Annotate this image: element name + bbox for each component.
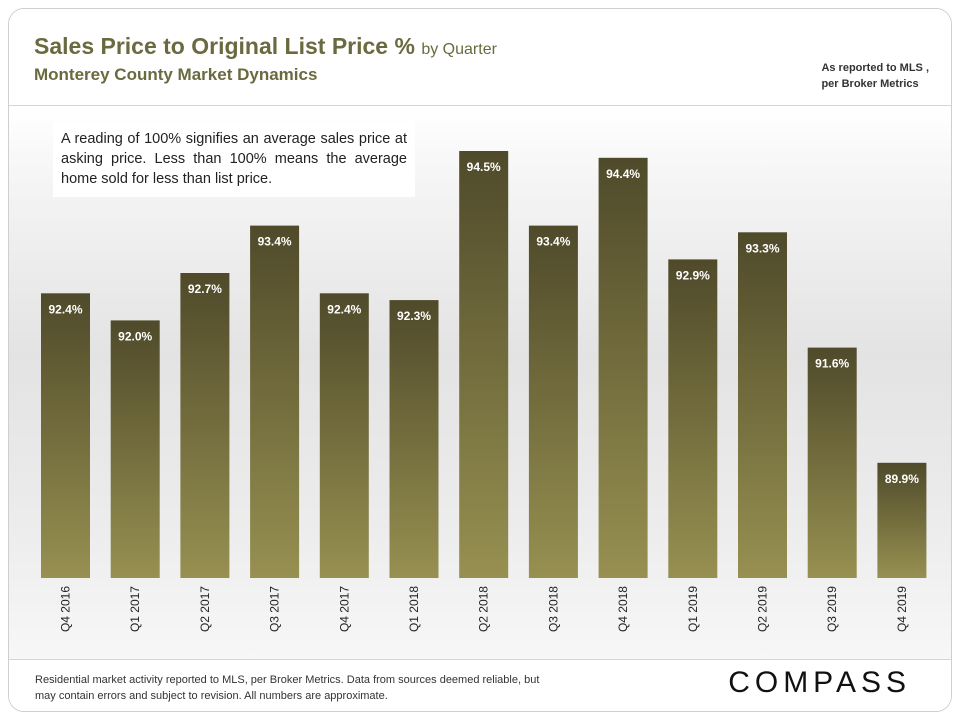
bar-q4-2019 — [877, 462, 927, 578]
bar-q3-2019 — [807, 347, 857, 578]
disclaimer-text: Residential market activity reported to … — [35, 674, 540, 702]
category-label: Q3 2019 — [825, 586, 839, 632]
bar-q1-2018 — [389, 300, 439, 578]
chart-subtitle: Monterey County Market Dynamics — [34, 65, 318, 84]
value-label: 92.3% — [397, 309, 431, 323]
value-label: 93.4% — [258, 235, 292, 249]
value-label: 92.4% — [327, 302, 361, 316]
category-label: Q2 2018 — [477, 586, 491, 632]
category-labels-group: Q4 2016 Q1 2017 Q2 2017 Q3 2017 Q4 2017 Q1 20… — [59, 586, 909, 632]
value-label: 92.4% — [48, 302, 82, 316]
category-label: Q4 2019 — [895, 586, 909, 632]
value-label: 94.5% — [467, 160, 501, 174]
bar-q4-2016 — [41, 293, 90, 578]
value-label: 93.3% — [745, 241, 779, 255]
value-label: 93.4% — [536, 235, 570, 249]
chart-header: Sales Price to Original List Price % by … — [9, 9, 951, 106]
chart-card: Sales Price to Original List Price % by … — [8, 8, 952, 712]
value-label: 92.7% — [188, 282, 222, 296]
bar-q4-2018 — [598, 157, 648, 579]
bar-q3-2018 — [528, 225, 578, 578]
source-note-line1: As reported to MLS , — [821, 62, 929, 74]
bar-chart: 92.4% 92.0% 92.7% 93.4% 92.4% 92.3% 94.5% 93.4%… — [41, 151, 927, 632]
source-note: As reported to MLS , per Broker Metrics — [821, 60, 929, 92]
category-label: Q2 2019 — [756, 586, 770, 632]
bar-q3-2017 — [250, 225, 300, 578]
category-label: Q1 2019 — [686, 586, 700, 632]
bar-q2-2018 — [459, 151, 509, 578]
bar-q2-2017 — [180, 273, 230, 578]
category-label: Q1 2018 — [407, 586, 421, 632]
bar-q1-2019 — [668, 259, 718, 578]
footer: Residential market activity reported to … — [9, 659, 951, 711]
value-label: 92.0% — [118, 329, 152, 343]
chart-title-main: Sales Price to Original List Price % — [34, 33, 415, 59]
category-label: Q3 2018 — [546, 586, 560, 632]
source-note-line2: per Broker Metrics — [821, 78, 919, 90]
explanation-note: A reading of 100% signifies an average s… — [53, 121, 415, 197]
bars-group — [41, 151, 927, 579]
chart-title: Sales Price to Original List Price % by … — [34, 33, 497, 60]
value-label: 91.6% — [815, 357, 849, 371]
category-label: Q4 2018 — [616, 586, 630, 632]
category-label: Q3 2017 — [268, 586, 282, 632]
category-label: Q1 2017 — [128, 586, 142, 632]
value-label: 94.4% — [606, 167, 640, 181]
value-label: 92.9% — [676, 268, 710, 282]
bar-q1-2017 — [110, 320, 160, 578]
value-label: 89.9% — [885, 472, 919, 486]
plot-area: 92.4% 92.0% 92.7% 93.4% 92.4% 92.3% 94.5% 93.4%… — [9, 106, 951, 659]
bar-q2-2019 — [738, 232, 787, 579]
bar-q4-2017 — [319, 293, 369, 578]
compass-logo: COMPASS — [728, 666, 911, 699]
category-label: Q4 2017 — [337, 586, 351, 632]
category-label: Q2 2017 — [198, 586, 212, 632]
category-label: Q4 2016 — [59, 586, 73, 632]
value-labels-group: 92.4% 92.0% 92.7% 93.4% 92.4% 92.3% 94.5% 93.4%… — [48, 160, 919, 486]
chart-title-suffix: by Quarter — [421, 41, 497, 58]
